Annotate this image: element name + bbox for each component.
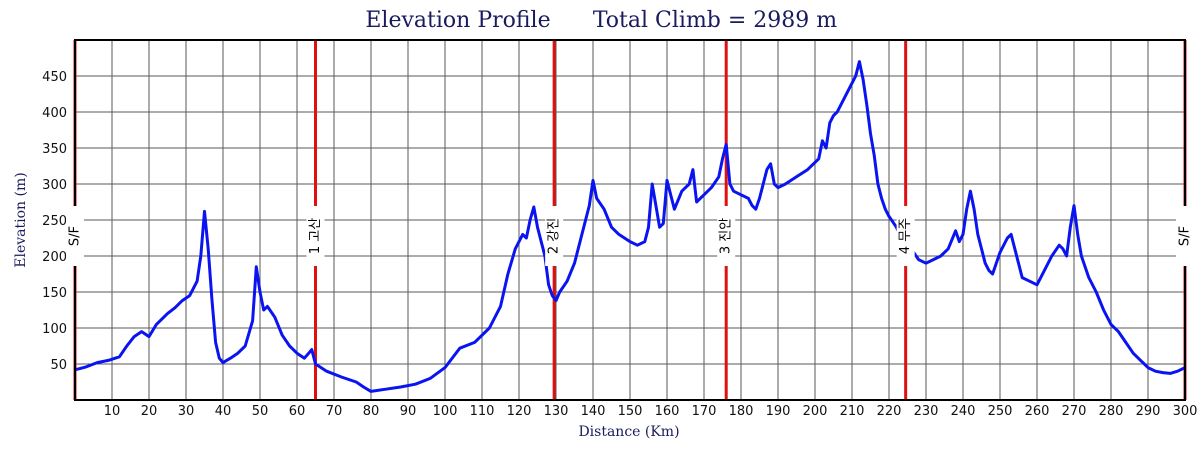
y-axis-ticks: 50 100 150 200 250 300 350 400 450 — [42, 70, 67, 373]
y-axis-label: Elevation (m) — [13, 172, 29, 267]
x-tick-label-2: 30 — [178, 404, 195, 419]
x-tick-label-26: 270 — [1062, 404, 1087, 419]
checkpoint-label-5: S/F — [1178, 226, 1193, 246]
y-tick-label-3: 200 — [42, 250, 67, 265]
chart-subtitle: Total Climb = 2989 m — [593, 8, 837, 33]
x-tick-label-16: 170 — [692, 404, 717, 419]
x-tick-label-8: 90 — [400, 404, 417, 419]
x-tick-label-27: 280 — [1099, 404, 1124, 419]
y-tick-label-2: 150 — [42, 286, 67, 301]
checkpoint-label-bg-0 — [66, 206, 84, 266]
checkpoint-label-4: 4 무주 — [898, 218, 913, 254]
x-axis-label: Distance (Km) — [578, 424, 679, 440]
checkpoint-label-bg-2 — [545, 206, 564, 266]
checkpoint-label-bg-1 — [306, 206, 325, 266]
y-tick-label-7: 400 — [42, 106, 67, 121]
x-tick-label-17: 180 — [729, 404, 754, 419]
x-tick-label-5: 60 — [289, 404, 306, 419]
x-tick-label-19: 200 — [803, 404, 828, 419]
x-tick-label-9: 100 — [433, 404, 458, 419]
checkpoint-labels: S/F 1 고산 2 강진 3 진안 4 무주 S/F — [66, 206, 1194, 266]
y-tick-label-1: 100 — [42, 322, 67, 337]
x-tick-label-6: 70 — [326, 404, 343, 419]
y-tick-label-6: 350 — [42, 142, 67, 157]
x-tick-label-13: 140 — [581, 404, 606, 419]
x-tick-label-0: 10 — [104, 404, 121, 419]
x-tick-label-3: 40 — [215, 404, 232, 419]
x-tick-label-15: 160 — [655, 404, 680, 419]
checkpoint-label-0: S/F — [68, 226, 83, 246]
checkpoint-label-bg-5 — [1176, 206, 1194, 266]
x-tick-label-20: 210 — [840, 404, 865, 419]
checkpoint-label-bg-4 — [896, 206, 915, 266]
x-tick-label-29: 300 — [1173, 404, 1198, 419]
x-tick-label-21: 220 — [877, 404, 902, 419]
x-tick-label-11: 120 — [507, 404, 532, 419]
x-tick-label-18: 190 — [766, 404, 791, 419]
x-axis-ticks: 10 20 30 40 50 60 70 80 90 100 110 120 130 140 150 160 1… — [104, 404, 1198, 419]
checkpoint-label-1: 1 고산 — [308, 218, 323, 254]
elevation-line — [74, 60, 1186, 393]
x-tick-label-4: 50 — [252, 404, 269, 419]
x-tick-label-22: 230 — [914, 404, 939, 419]
x-tick-label-23: 240 — [951, 404, 976, 419]
y-tick-label-0: 50 — [50, 358, 67, 373]
checkpoint-label-bg-3 — [717, 206, 736, 266]
x-tick-label-1: 20 — [141, 404, 158, 419]
checkpoint-label-3: 3 진안 — [719, 218, 734, 254]
chart-title: Elevation Profile — [365, 8, 550, 33]
y-tick-label-5: 300 — [42, 178, 67, 193]
x-tick-label-28: 290 — [1136, 404, 1161, 419]
x-tick-label-12: 130 — [544, 404, 569, 419]
x-tick-label-24: 250 — [988, 404, 1013, 419]
x-tick-label-10: 110 — [470, 404, 495, 419]
y-tick-label-4: 250 — [42, 214, 67, 229]
checkpoint-label-2: 2 강진 — [547, 218, 562, 254]
x-tick-label-14: 150 — [618, 404, 643, 419]
y-tick-label-8: 450 — [42, 70, 67, 85]
x-tick-label-7: 80 — [363, 404, 380, 419]
x-tick-label-25: 260 — [1025, 404, 1050, 419]
grid — [75, 40, 1186, 400]
